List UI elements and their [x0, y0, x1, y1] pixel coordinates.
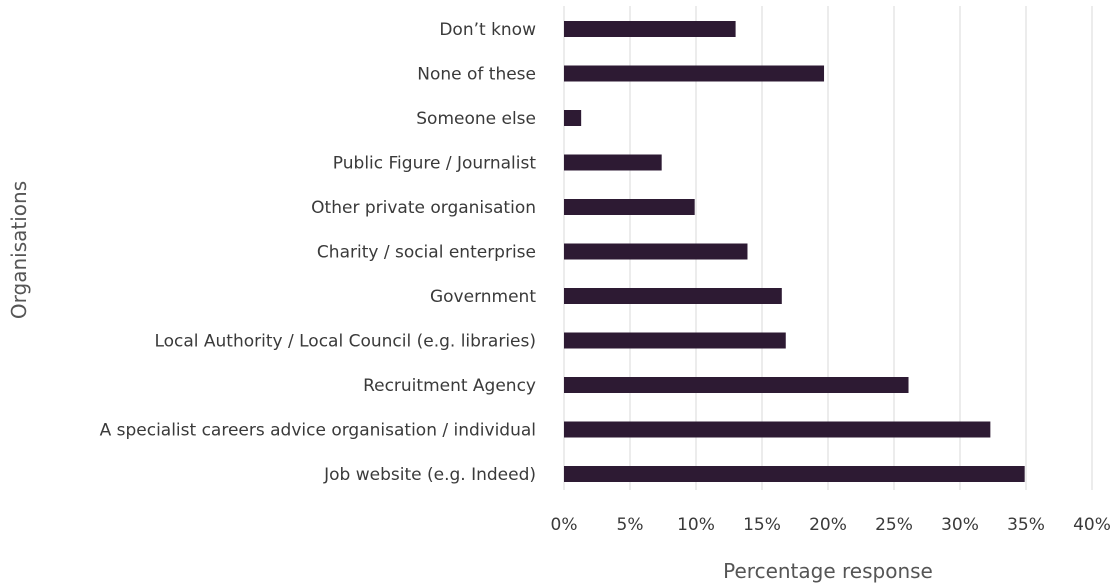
x-tick-label: 40%	[1073, 515, 1111, 535]
category-label: None of these	[417, 65, 536, 85]
x-tick-label: 35%	[1007, 515, 1045, 535]
y-axis-title: Organisations	[7, 181, 31, 319]
bar	[564, 65, 825, 82]
gridlines	[563, 6, 1093, 490]
bar	[564, 199, 695, 215]
bars	[564, 21, 1025, 482]
category-label: Public Figure / Journalist	[333, 154, 537, 174]
x-tick-label: 25%	[875, 515, 913, 535]
category-labels: Don’t know None of these Someone else Publi…	[100, 20, 537, 485]
category-label: Local Authority / Local Council (e.g. li…	[154, 332, 536, 352]
category-label: A specialist careers advice organisation…	[100, 421, 536, 441]
bar	[564, 288, 782, 304]
category-label: Other private organisation	[311, 198, 536, 218]
category-label: Government	[430, 287, 536, 307]
bar	[564, 377, 909, 393]
x-tick-labels: 0% 5% 10% 15% 20% 25% 30% 35% 40%	[551, 515, 1111, 535]
bar	[564, 21, 736, 37]
category-label: Someone else	[416, 109, 536, 129]
bar	[564, 154, 662, 171]
x-tick-label: 0%	[551, 515, 578, 535]
x-tick-label: 15%	[743, 515, 781, 535]
bar	[564, 466, 1025, 482]
category-label: Don’t know	[439, 20, 536, 40]
x-tick-label: 30%	[941, 515, 979, 535]
bar	[564, 110, 582, 126]
category-label: Recruitment Agency	[363, 376, 536, 396]
x-axis-title: Percentage response	[723, 559, 933, 583]
x-tick-label: 10%	[677, 515, 715, 535]
category-label: Charity / social enterprise	[317, 243, 536, 263]
x-tick-label: 20%	[809, 515, 847, 535]
bar	[564, 332, 786, 349]
bar	[564, 243, 748, 260]
x-tick-label: 5%	[617, 515, 644, 535]
bar	[564, 421, 991, 438]
category-label: Job website (e.g. Indeed)	[323, 465, 536, 485]
